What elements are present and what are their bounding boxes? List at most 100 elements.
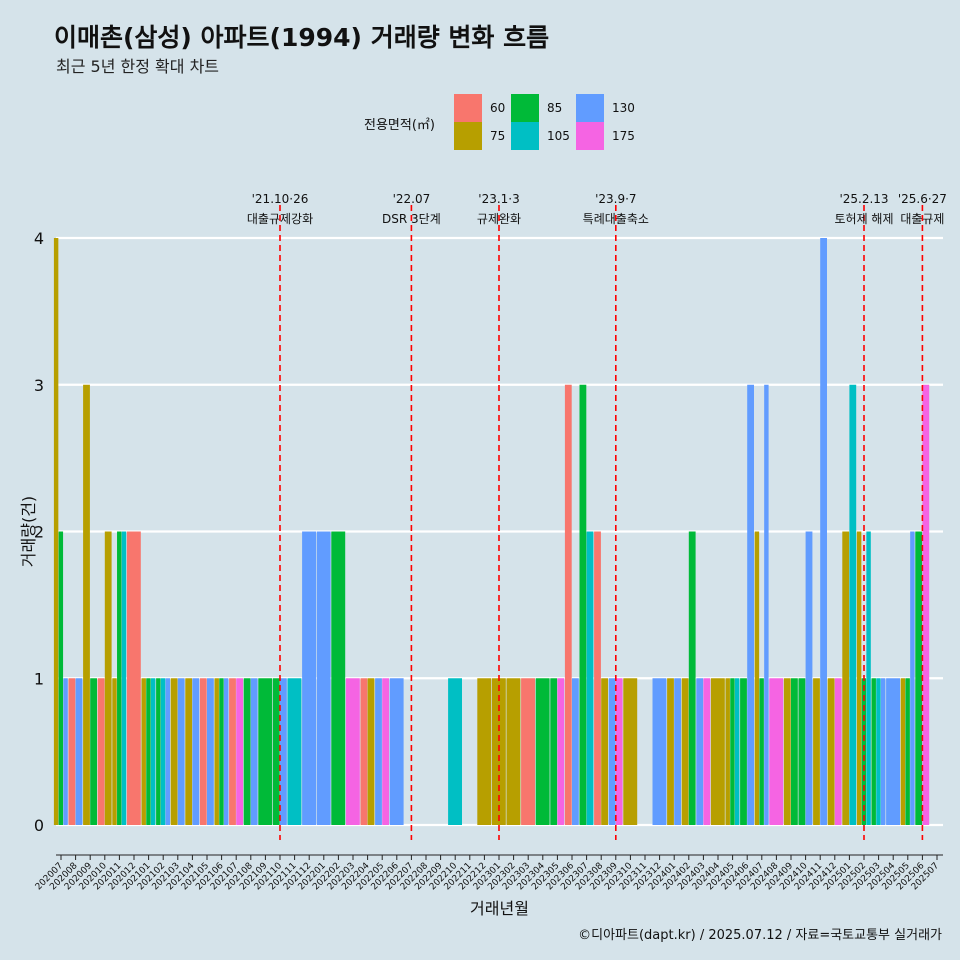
y-axis-title: 거래량(건) <box>19 496 38 567</box>
bar-202111-105 <box>287 678 302 825</box>
bar-202302-75 <box>506 678 521 825</box>
event-date-202502: '25.2.13 <box>839 192 888 206</box>
event-label-202309: 특례대출축소 <box>583 212 649 226</box>
bar-202106-85 <box>219 678 224 825</box>
bar-202503-85 <box>871 678 876 825</box>
bar-202105-60 <box>199 678 207 825</box>
bar-202011-105 <box>121 531 127 825</box>
legend-swatch-105 <box>511 122 539 150</box>
legend-swatch-175 <box>576 122 604 150</box>
legend-label-60: 60 <box>490 101 506 115</box>
bar-202107-60 <box>229 678 236 825</box>
bar-202505-130 <box>910 531 915 825</box>
event-label-202110: 대출규제강화 <box>247 212 313 226</box>
legend-swatch-85 <box>511 94 539 122</box>
bar-202104-75 <box>185 678 193 825</box>
bar-202103-75 <box>170 678 178 825</box>
event-label-202301: 규제완화 <box>477 212 521 226</box>
bar-202411-130 <box>820 238 827 825</box>
bar-202306-60 <box>564 384 572 825</box>
chart-title: 이매촌(삼성) 아파트(1994) 거래량 변화 흐름 <box>54 23 550 52</box>
bar-202405-105 <box>734 678 740 825</box>
bar-202102-105 <box>160 678 166 825</box>
bar-202012-60 <box>126 531 141 825</box>
bar-202505-85 <box>905 678 910 825</box>
bar-202107-175 <box>236 678 243 825</box>
bar-202212-75 <box>477 678 492 825</box>
bar-202410-130 <box>805 531 813 825</box>
event-date-202110: '21.10·26 <box>252 192 309 206</box>
event-label-202502: 토허제 해제 <box>834 212 893 226</box>
bar-202306-130 <box>572 678 579 825</box>
bar-202104-130 <box>192 678 200 825</box>
event-label-202506: 대출규제 <box>900 212 944 226</box>
bar-202110-130 <box>280 678 287 825</box>
bar-202112-130 <box>302 531 316 825</box>
bar-202008-60 <box>68 678 76 825</box>
bar-202406-85 <box>740 678 747 825</box>
bar-202501-75 <box>842 531 850 825</box>
bar-202310-75 <box>623 678 638 825</box>
bar-202206-130 <box>389 678 404 825</box>
legend-label-105: 105 <box>547 129 570 143</box>
legend-item-130: 130 <box>576 94 635 122</box>
legend-item-60: 60 <box>454 94 505 122</box>
y-tick-label: 2 <box>34 523 44 542</box>
bar-202403-175 <box>703 678 711 825</box>
bar-202412-75 <box>827 678 835 825</box>
bar-202010-60 <box>97 678 105 825</box>
bar-202101-105 <box>150 678 156 825</box>
bar-202202-85 <box>331 531 346 825</box>
legend-item-75: 75 <box>454 122 505 150</box>
bar-202506-175 <box>922 384 930 825</box>
bar-202401-75 <box>667 678 674 825</box>
bar-202312-130 <box>652 678 667 825</box>
legend-title: 전용면적(㎡) <box>364 118 435 133</box>
y-tick-label: 0 <box>34 816 44 835</box>
bar-202409-85 <box>791 678 798 825</box>
bar-202407-130 <box>764 384 769 825</box>
source-caption: ©디아파트(dapt.kr) / 2025.07.12 / 자료=국토교통부 실… <box>578 928 942 943</box>
bar-202408-175 <box>769 678 784 825</box>
bar-202406-130 <box>747 384 754 825</box>
bar-202405-75 <box>725 678 730 825</box>
y-tick-label: 3 <box>34 376 44 395</box>
bar-202009-75 <box>83 384 90 825</box>
bar-202204-75 <box>367 678 375 825</box>
bar-202305-175 <box>557 678 565 825</box>
bar-202505-75 <box>900 678 906 825</box>
legend-label-130: 130 <box>612 101 635 115</box>
bar-202303-60 <box>521 678 535 825</box>
legend-label-175: 175 <box>612 129 635 143</box>
legend-swatch-75 <box>454 122 482 150</box>
bar-202501-105 <box>849 384 857 825</box>
bar-202103-130 <box>177 678 185 825</box>
bar-202307-85 <box>579 384 587 825</box>
bar-202105-130 <box>207 678 214 825</box>
bar-202410-85 <box>798 678 806 825</box>
event-label-202207: DSR 3단계 <box>382 212 441 226</box>
bar-202007-75 <box>53 238 59 825</box>
bar-202502-85 <box>861 678 867 825</box>
bar-202101-75 <box>141 678 146 825</box>
bar-202412-175 <box>834 678 842 825</box>
legend-label-75: 75 <box>490 129 506 143</box>
legend-item-175: 175 <box>576 122 635 150</box>
bar-202108-130 <box>250 678 258 825</box>
event-date-202301: '23.1·3 <box>478 192 519 206</box>
bar-202210-105 <box>448 678 462 825</box>
bar-202011-75 <box>112 678 117 825</box>
y-tick-label: 4 <box>34 229 44 248</box>
bar-202309-130 <box>608 678 616 825</box>
bar-202404-75 <box>710 678 725 825</box>
bar-202011-85 <box>117 531 122 825</box>
bar-202503-130 <box>880 678 886 825</box>
bar-202407-75 <box>754 531 760 825</box>
bar-202304-85 <box>535 678 550 825</box>
bar-202504-130 <box>886 678 900 825</box>
bar-202205-130 <box>375 678 382 825</box>
bar-202305-85 <box>550 678 558 825</box>
bar-202502-75 <box>856 531 862 825</box>
bar-202108-85 <box>243 678 251 825</box>
